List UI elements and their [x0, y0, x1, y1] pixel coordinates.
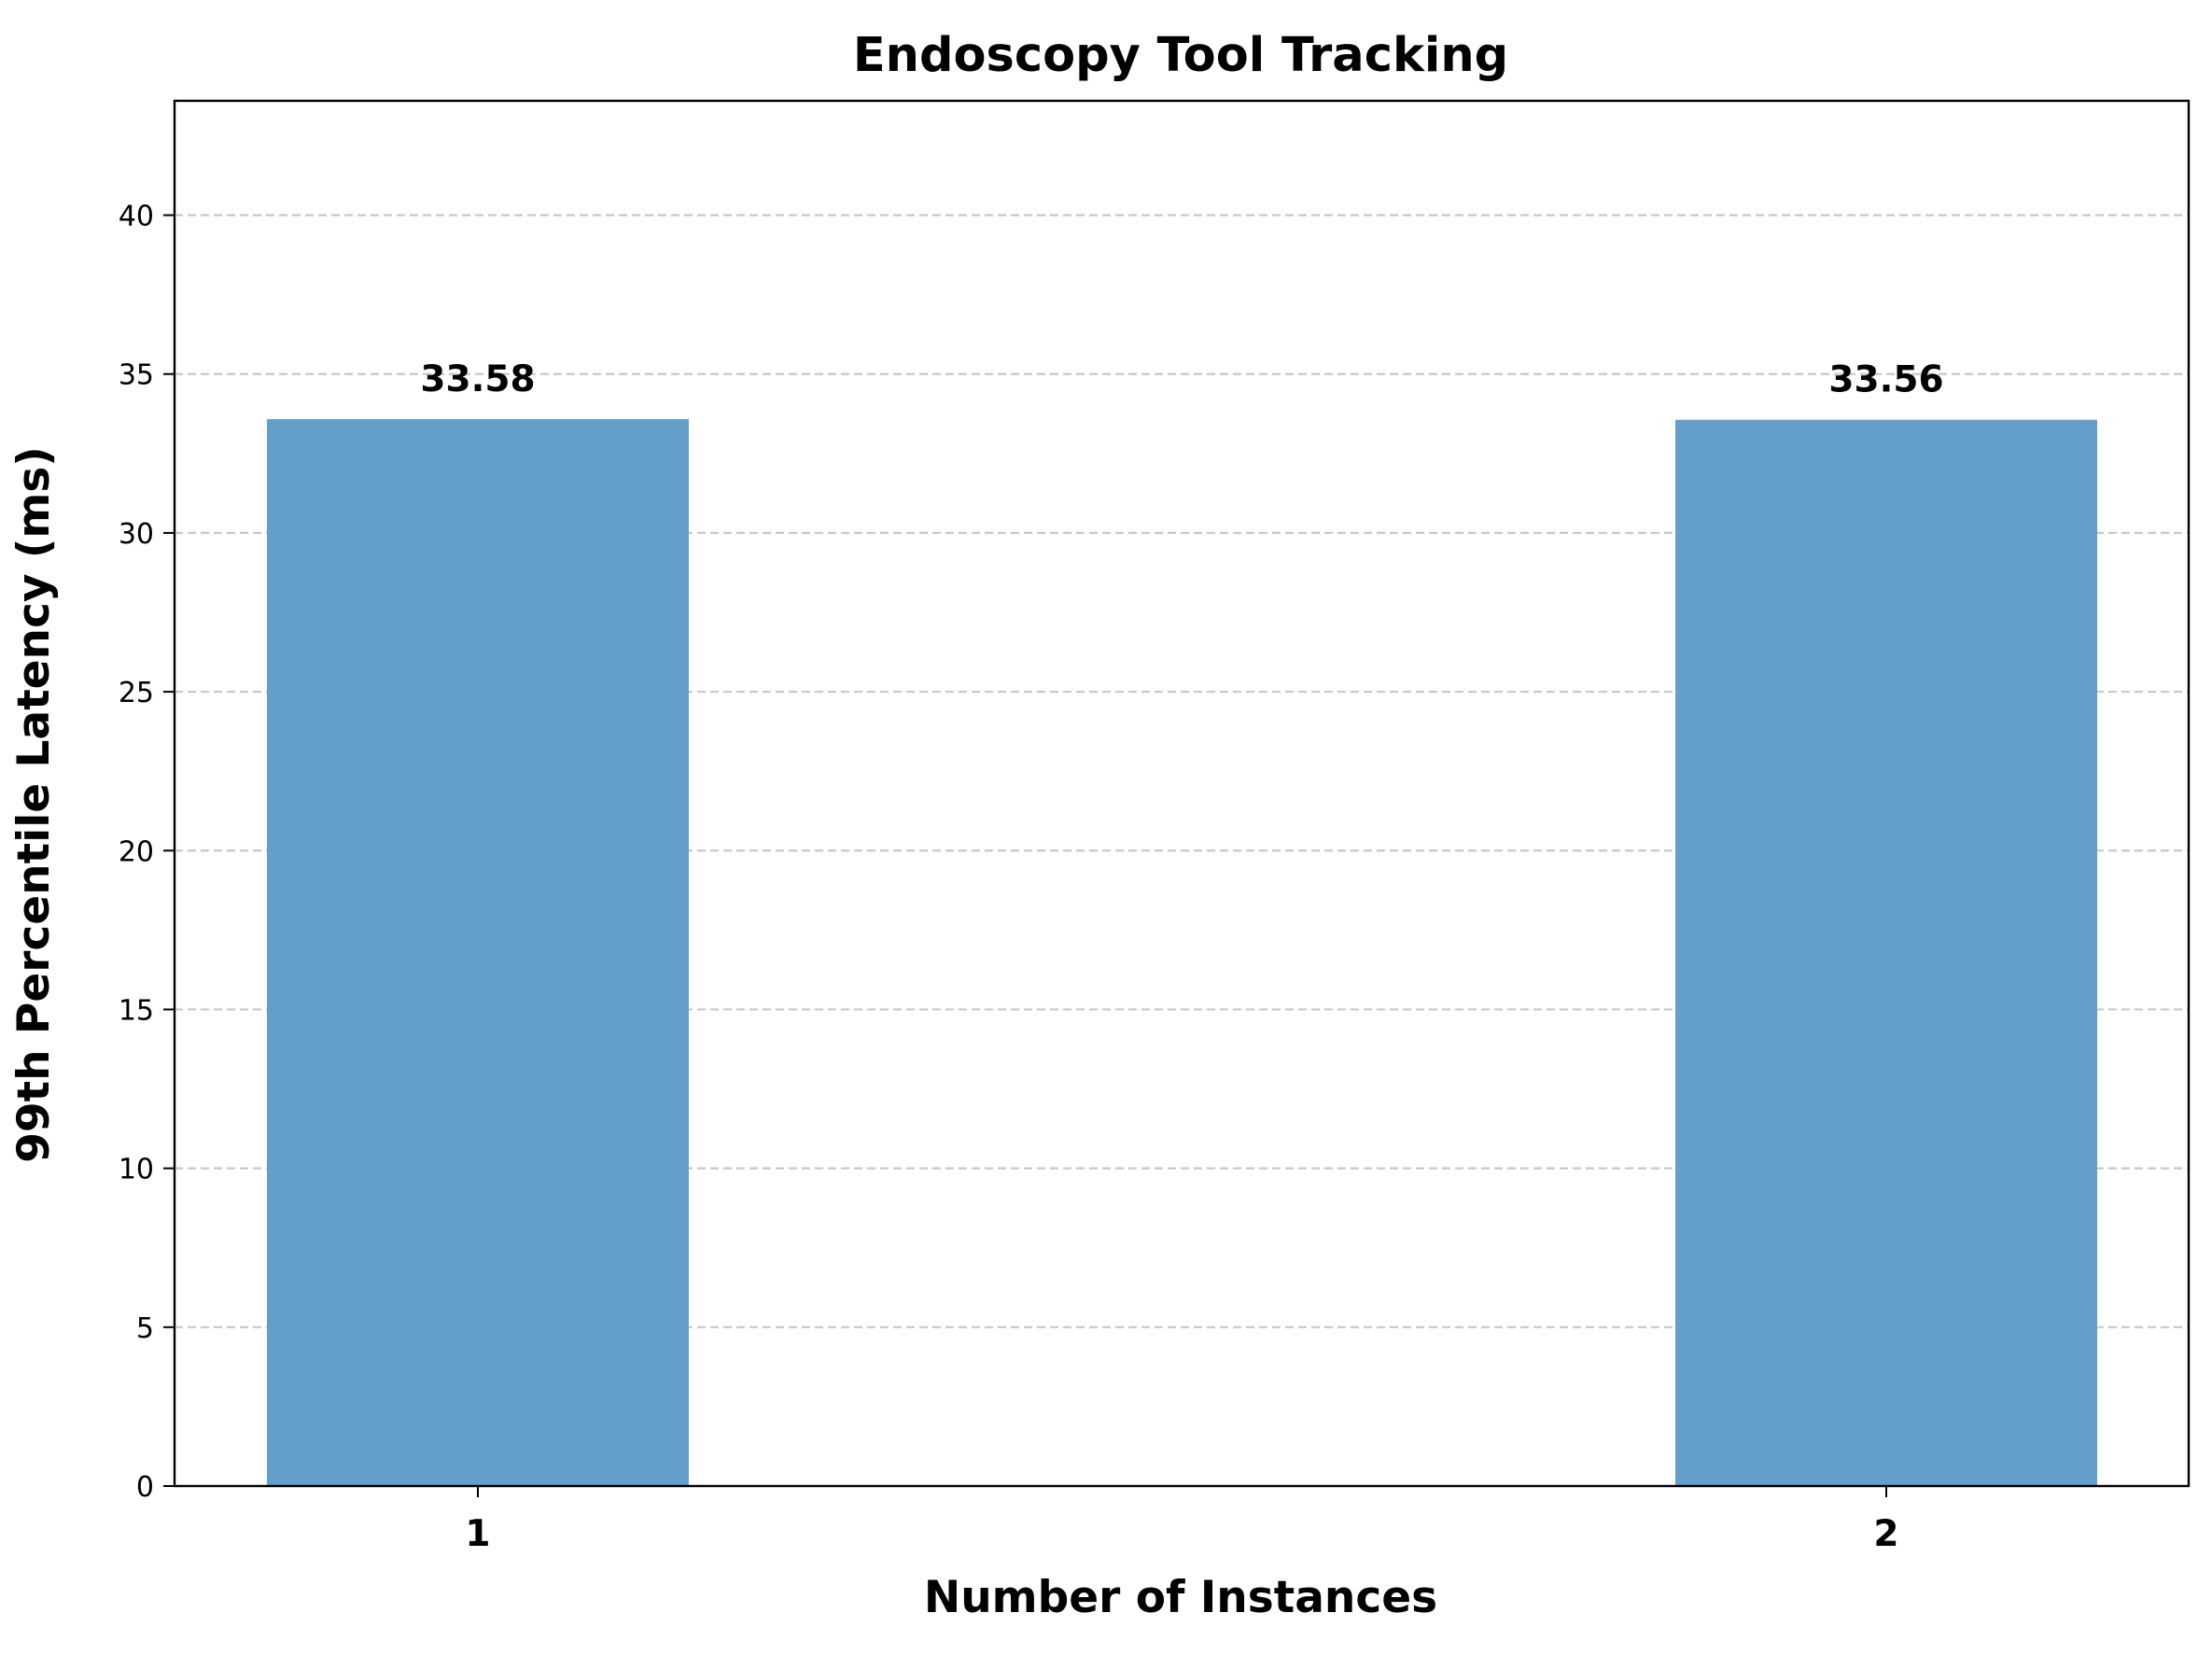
x-axis-label: Number of Instances — [924, 1572, 1437, 1623]
data-label: 33.58 — [420, 358, 535, 400]
bar — [1675, 419, 2097, 1486]
y-tick-label: 20 — [119, 835, 154, 868]
y-axis-ticks: 0 5 10 15 20 25 30 35 40 — [119, 201, 175, 1504]
y-tick-label: 25 — [119, 677, 154, 709]
y-tick-label: 5 — [136, 1312, 154, 1345]
chart-title: Endoscopy Tool Tracking — [853, 28, 1508, 83]
y-axis-label: 99th Percentile Latency (ms) — [8, 446, 60, 1163]
y-tick-label: 40 — [119, 201, 154, 233]
y-tick-label: 35 — [119, 359, 154, 392]
y-tick-label: 0 — [136, 1471, 154, 1504]
data-labels: 33.58 33.56 — [420, 358, 1943, 401]
bars — [267, 419, 2097, 1486]
y-tick-label: 10 — [119, 1154, 154, 1186]
x-tick-label: 1 — [465, 1513, 490, 1555]
bar — [267, 419, 689, 1486]
plot-frame — [173, 99, 2191, 1488]
x-tick-label: 2 — [1873, 1513, 1898, 1555]
data-label: 33.56 — [1828, 359, 1943, 401]
y-tick-label: 15 — [119, 994, 154, 1027]
y-tick-label: 30 — [119, 518, 154, 551]
